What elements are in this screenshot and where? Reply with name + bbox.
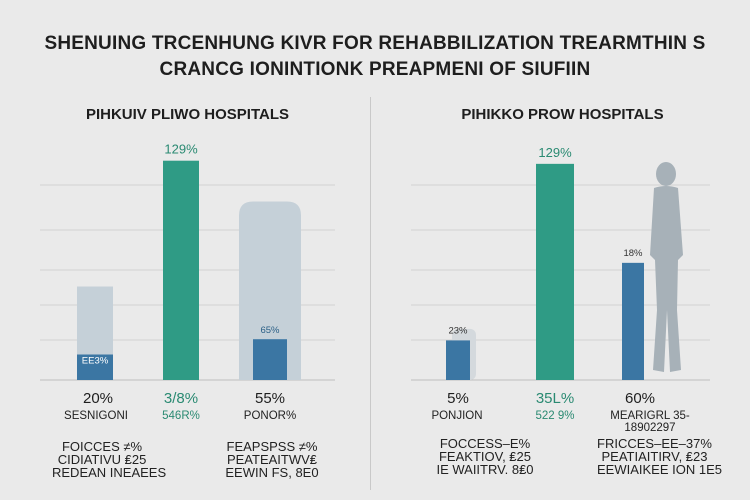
note-line: PEATIAITIRV, ₤23 — [601, 449, 708, 464]
note-line: FRICCES–EE–37% — [597, 436, 712, 451]
right-panel-title: PIHIKKO PROW HOSPITALS — [461, 106, 664, 123]
right-bar-2-value-label: 35L% — [535, 390, 575, 407]
bar-inner-segment — [77, 354, 113, 380]
right-chart-plot: 23% 129% 18% — [411, 145, 710, 381]
bar — [536, 163, 574, 380]
right-bar-3-sub-label: MEARIGRL 35-18902297 — [610, 410, 690, 434]
bar — [446, 340, 470, 380]
right-bar-2-sub-label: 522 9% — [535, 410, 575, 422]
note-line: FEAKTIOV, ₤25 — [438, 449, 531, 464]
left-bar-2-value-label: 3/8% — [163, 390, 199, 407]
right-panel: PIHIKKO PROW HOSPITALS 23% 129% 18% 5% 35L… — [375, 0, 750, 500]
right-note-2: FRICCES–EE–37% PEATIAITIRV, ₤23 EEWIAIKE… — [597, 436, 722, 477]
bar-top-label: 18% — [623, 248, 643, 259]
bar — [163, 160, 199, 380]
left-bar-2-sub-label: 546R% — [162, 410, 200, 422]
bar — [622, 262, 644, 380]
left-bar-3-value-label: 55% — [254, 390, 286, 407]
left-chart-plot: EE3% 129% 65% — [40, 142, 335, 381]
note-line: CIDIATIVU ₤25 — [57, 452, 147, 467]
chart-title-line-2: CRANCG IONINTIONK PREAPMENI OF SIUFIIN — [159, 59, 591, 80]
bar-top-label: 129% — [538, 145, 572, 160]
bar — [239, 201, 301, 380]
panel-divider — [370, 97, 371, 490]
left-note-2: FEAPSPSS ≠% PEATEAITWV₤ EEWIN FS, 8E0 — [222, 440, 322, 479]
bar-top-label: 129% — [164, 142, 198, 157]
note-line: EEWIN FS, 8E0 — [225, 465, 319, 480]
note-line: FOCCESS–E% — [439, 436, 531, 451]
right-bar-1-value-label: 5% — [447, 390, 469, 407]
bar-top-label: 23% — [448, 325, 468, 336]
bar-inner-label: EE3% — [82, 356, 109, 367]
right-bar-1-sub-label: PONJION — [431, 410, 483, 422]
note-line: IE WAIITRV. 8₤0 — [436, 462, 534, 477]
note-line: FOICCES ≠% — [61, 439, 143, 454]
left-bar-1-value-label: 20% — [82, 390, 114, 407]
bar-inner-label: 65% — [260, 325, 280, 336]
note-line: EEWIAIKEE ION 1E5 — [597, 462, 722, 477]
note-line: REDEAN INEAEES — [52, 465, 167, 480]
chart-title-line-1: SHENUING TRCENHUNG KIVR FOR REHABBILIZAT… — [44, 33, 706, 54]
note-line: PEATEAITWV₤ — [226, 452, 318, 467]
left-bar-3-sub-label: PONOR% — [243, 410, 297, 422]
note-line: FEAPSPSS ≠% — [226, 439, 318, 454]
left-panel-title: PIHKUIV PLIWO HOSPITALS — [85, 106, 290, 123]
right-bar-3-value-label: 60% — [624, 390, 656, 407]
left-bar-1-sub-label: SESNIGONI — [64, 410, 128, 422]
left-panel: PIHKUIV PLIWO HOSPITALS EE3% 129% 65% 20% … — [40, 106, 335, 480]
person-silhouette-icon — [650, 162, 683, 372]
bar-inner-segment — [253, 339, 287, 380]
right-note-1: FOCCESS–E% FEAKTIOV, ₤25 IE WAIITRV. 8₤0 — [430, 437, 540, 476]
left-note-1: FOICCES ≠% CIDIATIVU ₤25 REDEAN INEAEES — [52, 439, 167, 480]
